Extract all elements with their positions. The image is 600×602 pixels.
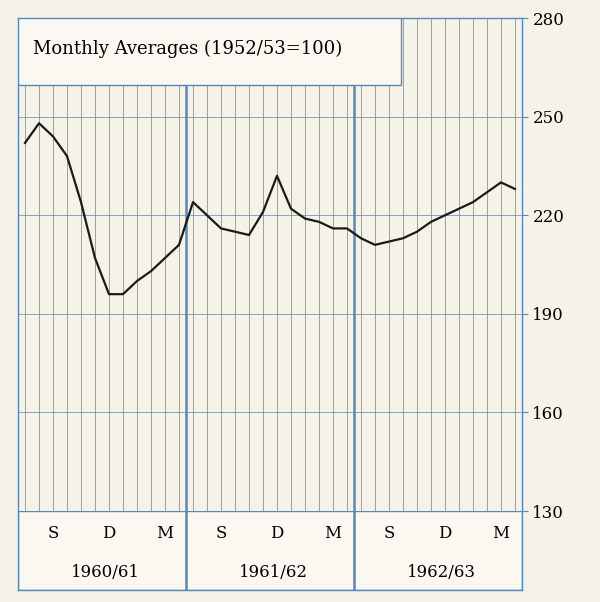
Text: S: S: [47, 525, 59, 542]
Text: M: M: [157, 525, 173, 542]
Text: S: S: [383, 525, 395, 542]
Text: S: S: [215, 525, 227, 542]
Text: Monthly Averages (1952/53=100): Monthly Averages (1952/53=100): [33, 40, 343, 58]
Text: 1960/61: 1960/61: [71, 564, 140, 581]
Text: M: M: [325, 525, 341, 542]
Text: D: D: [271, 525, 284, 542]
Text: 1961/62: 1961/62: [239, 564, 308, 581]
Text: D: D: [103, 525, 116, 542]
Text: 1962/63: 1962/63: [407, 564, 476, 581]
Text: M: M: [493, 525, 509, 542]
Bar: [18, 18, 401, 85]
Text: D: D: [439, 525, 452, 542]
